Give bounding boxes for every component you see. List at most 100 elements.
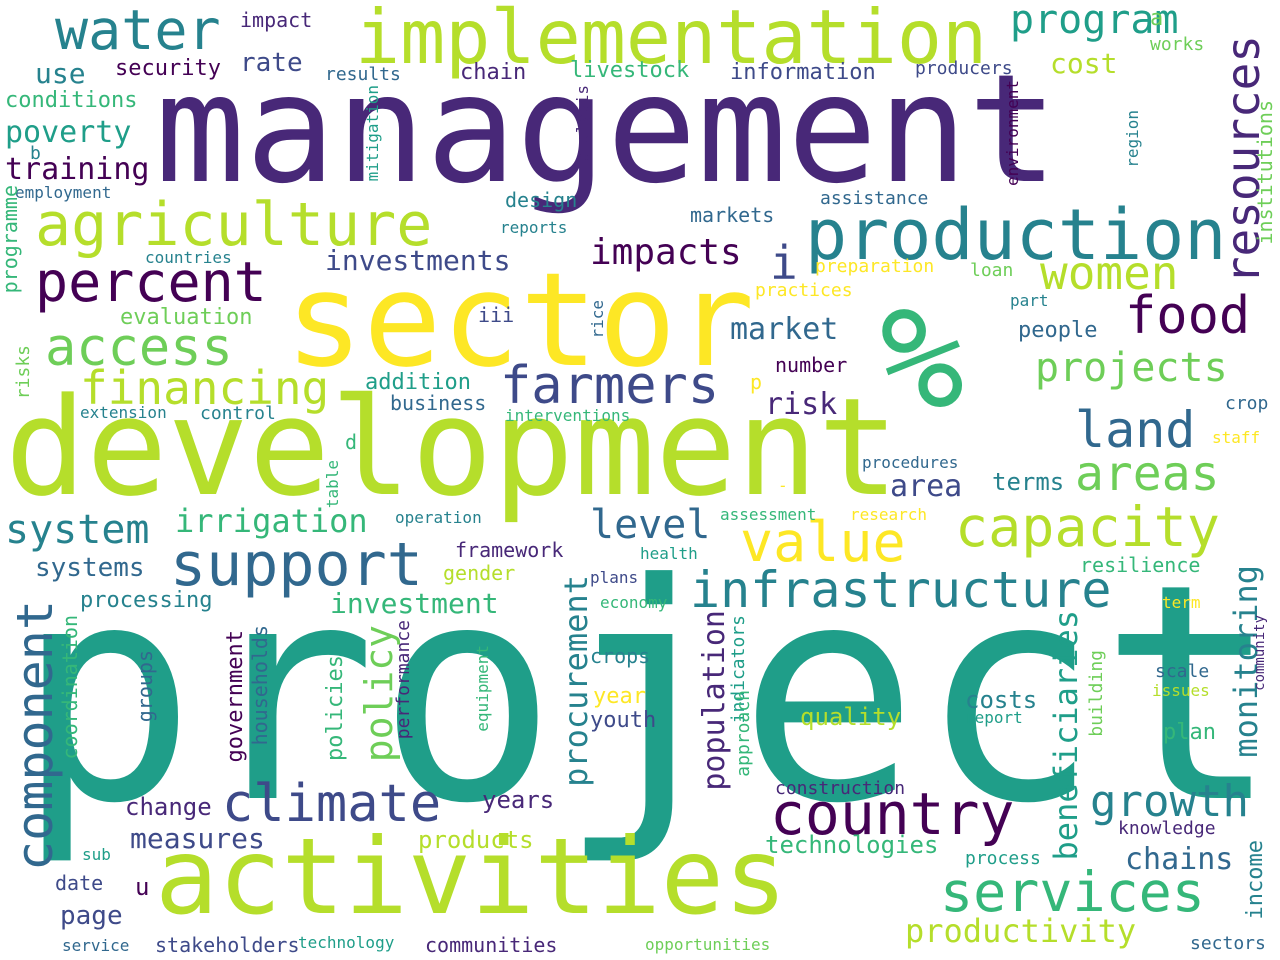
cloud-word: u (135, 873, 150, 901)
cloud-word: risks (13, 345, 34, 400)
cloud-word: table (323, 460, 342, 509)
cloud-word: capacity (955, 495, 1220, 559)
cloud-word: groups (133, 650, 157, 723)
cloud-word: service (62, 936, 130, 955)
cloud-word: employment (15, 183, 112, 202)
cloud-word: design (505, 188, 578, 212)
cloud-word: plans (590, 568, 639, 587)
cloud-word: rate (240, 48, 303, 78)
cloud-word: reports (500, 218, 568, 237)
cloud-word: component (6, 600, 64, 871)
cloud-word: mitigation (363, 85, 382, 182)
cloud-word: risk (765, 387, 838, 422)
cloud-word: growth (1090, 776, 1249, 827)
cloud-word: page (60, 901, 123, 931)
cloud-word: producers (915, 58, 1013, 79)
cloud-word: framework (455, 538, 564, 562)
cloud-word: activities (155, 816, 788, 938)
cloud-word: gender (443, 561, 516, 585)
cloud-word: report (965, 708, 1023, 727)
cloud-word: products (418, 826, 534, 854)
cloud-word: area (890, 469, 963, 504)
cloud-word: d (345, 430, 358, 454)
cloud-word: economy (600, 593, 668, 612)
cloud-word: project (15, 520, 1280, 869)
cloud-word: conditions (5, 88, 138, 113)
cloud-word: projects (1035, 345, 1228, 391)
cloud-word: year (593, 684, 646, 709)
cloud-word: iii (478, 303, 515, 327)
cloud-word: financing (80, 361, 330, 415)
cloud-word: a (1150, 6, 1164, 31)
cloud-word: chain (460, 60, 527, 85)
cloud-word: beneficiaries (1047, 610, 1085, 861)
cloud-word: use (35, 57, 86, 90)
cloud-word: staff (1212, 428, 1261, 447)
cloud-word: coordination (58, 615, 82, 760)
cloud-word: climate (222, 774, 442, 834)
cloud-word: measures (130, 822, 265, 855)
cloud-word: part (1010, 291, 1049, 310)
cloud-word: chains (1125, 842, 1234, 877)
cloud-word: resilience (1080, 553, 1201, 577)
cloud-word: loan (970, 260, 1014, 281)
cloud-word: production (805, 194, 1227, 276)
cloud-word: food (1125, 286, 1251, 346)
cloud-word: productivity (905, 912, 1137, 950)
cloud-word: assistance (820, 188, 929, 209)
cloud-word: security (115, 56, 221, 81)
cloud-word: preparation (815, 256, 935, 277)
cloud-word: plan (1163, 720, 1216, 745)
cloud-word: knowledge (1118, 818, 1216, 839)
cloud-word: women (1040, 246, 1179, 300)
cloud-word: water (55, 0, 221, 62)
cloud-word: cost (1050, 47, 1118, 80)
cloud-word: systems (35, 553, 145, 583)
cloud-word: rice (588, 300, 607, 339)
cloud-word: program (1010, 0, 1179, 43)
cloud-word: research (850, 505, 928, 524)
cloud-word: markets (690, 203, 775, 227)
cloud-word: addition (365, 370, 471, 395)
cloud-word: procedures (862, 453, 959, 472)
cloud-word: value (740, 510, 906, 574)
cloud-word: institutions (1253, 100, 1277, 245)
cloud-word: process (965, 848, 1041, 869)
cloud-word: scale (1155, 661, 1210, 682)
cloud-word: number (775, 353, 848, 377)
cloud-word: operation (395, 508, 482, 527)
cloud-word: business (390, 391, 487, 415)
cloud-word: construction (775, 778, 906, 799)
cloud-word: implementation (355, 0, 988, 81)
cloud-word: technology (298, 933, 395, 952)
cloud-word: equipment (473, 645, 492, 732)
cloud-word: date (55, 871, 104, 895)
cloud-word: b (30, 143, 41, 164)
cloud-word: sub (82, 845, 111, 864)
cloud-word: building (1086, 650, 1107, 737)
cloud-word: health (640, 544, 698, 563)
cloud-word: investment (330, 587, 499, 620)
cloud-word: agriculture (35, 190, 433, 260)
cloud-word: poverty (5, 115, 132, 150)
cloud-word: issues (1152, 681, 1210, 700)
cloud-word: % (880, 278, 965, 441)
cloud-word: crops (590, 644, 651, 668)
cloud-word: opportunities (645, 935, 771, 954)
cloud-word: land (1075, 401, 1196, 459)
cloud-word: farmers (500, 356, 720, 416)
cloud-word: crop (1225, 393, 1269, 414)
cloud-word: term (1162, 593, 1201, 612)
cloud-word: - (778, 476, 788, 495)
cloud-word: countries (145, 248, 232, 267)
cloud-word: interventions (505, 406, 631, 425)
cloud-word: system (5, 507, 150, 553)
cloud-word: management (155, 43, 1059, 217)
cloud-word: support (170, 530, 423, 600)
cloud-word: irrigation (175, 502, 368, 540)
cloud-word: access (45, 318, 233, 378)
cloud-word: costs (965, 686, 1038, 714)
cloud-word: impact (240, 8, 313, 32)
cloud-word: procurement (557, 575, 595, 787)
